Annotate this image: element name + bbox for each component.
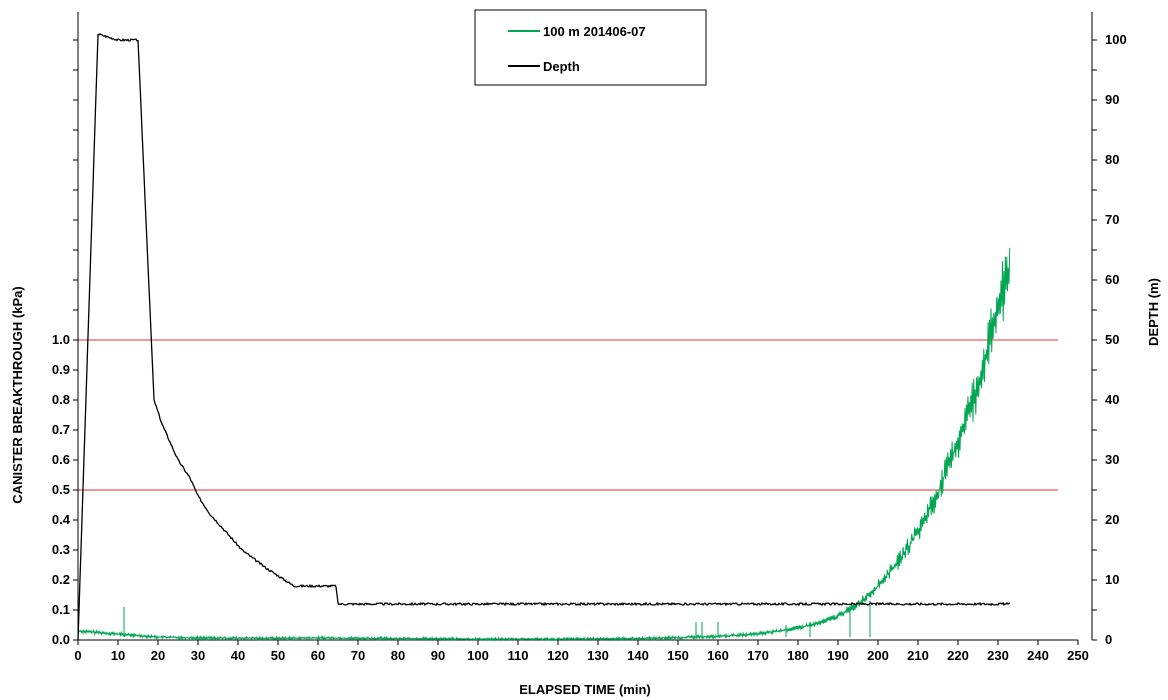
right-y-tick-label: 50: [1105, 332, 1119, 347]
left-y-tick-label: 0.2: [52, 572, 70, 587]
legend-label-depth: Depth: [543, 59, 580, 74]
legend-box: [474, 9, 707, 86]
right-y-tick-label: 10: [1105, 572, 1119, 587]
x-tick-label: 250: [1067, 648, 1089, 663]
right-y-tick-label: 20: [1105, 512, 1119, 527]
x-tick-label: 110: [508, 648, 529, 663]
right-y-tick-label: 90: [1105, 92, 1119, 107]
right-y-tick-label: 30: [1105, 452, 1119, 467]
x-tick-label: 90: [431, 648, 445, 663]
right-y-tick-label: 70: [1105, 212, 1119, 227]
x-tick-label: 120: [547, 648, 569, 663]
left-y-axis-title: CANISTER BREAKTHROUGH (kPa): [10, 286, 25, 503]
x-tick-label: 30: [191, 648, 205, 663]
series-depth-line: [77, 33, 1011, 641]
legend-label-breakthrough: 100 m 201406-07: [543, 24, 646, 39]
right-y-tick-label: 0: [1105, 632, 1112, 647]
right-y-tick-label: 80: [1105, 152, 1119, 167]
left-y-tick-label: 0.3: [52, 542, 70, 557]
series-layer: [77, 33, 1011, 642]
left-y-axis-ticks: 0.0 0.1 0.2 0.3 0.4 0.5 0.6 0.7 0.8 0.9 1.0: [52, 39, 78, 647]
x-tick-label: 20: [151, 648, 165, 663]
left-y-tick-label: 1.0: [52, 332, 70, 347]
left-y-tick-label: 0.5: [52, 482, 70, 497]
x-tick-label: 200: [867, 648, 889, 663]
x-tick-label: 180: [787, 648, 809, 663]
axes: [77, 12, 1093, 641]
x-tick-label: 170: [747, 648, 769, 663]
x-tick-label: 230: [987, 648, 1009, 663]
reference-lines: [78, 339, 1058, 491]
left-y-tick-label: 0.8: [52, 392, 70, 407]
x-tick-label: 40: [231, 648, 245, 663]
x-tick-label: 140: [627, 648, 649, 663]
right-y-tick-label: 60: [1105, 272, 1119, 287]
series-breakthrough-line: [77, 248, 1011, 642]
x-tick-label: 190: [827, 648, 849, 663]
left-y-tick-label: 0.1: [52, 602, 70, 617]
x-tick-label: 80: [391, 648, 405, 663]
left-y-tick-label: 0.0: [52, 632, 70, 647]
x-tick-label: 210: [907, 648, 929, 663]
x-tick-label: 70: [351, 648, 365, 663]
left-y-tick-label: 0.9: [52, 362, 70, 377]
left-y-tick-label: 0.4: [52, 512, 71, 527]
x-tick-label: 220: [947, 648, 969, 663]
right-y-axis-title: DEPTH (m): [1146, 278, 1161, 346]
x-tick-label: 150: [667, 648, 689, 663]
x-tick-label: 100: [467, 648, 489, 663]
x-tick-label: 160: [707, 648, 729, 663]
x-tick-label: 0: [74, 648, 81, 663]
legend: 100 m 201406-07 Depth: [474, 9, 707, 86]
left-y-tick-label: 0.6: [52, 452, 70, 467]
right-y-axis-ticks: 0 10 20 30 40 50 60 70 80 90 100: [1092, 32, 1127, 647]
right-y-tick-label: 40: [1105, 392, 1119, 407]
x-tick-label: 240: [1027, 648, 1049, 663]
x-tick-label: 10: [111, 648, 125, 663]
x-axis-title: ELAPSED TIME (min): [519, 682, 650, 697]
left-y-tick-label: 0.7: [52, 422, 70, 437]
x-tick-label: 50: [271, 648, 285, 663]
x-tick-label: 130: [587, 648, 609, 663]
x-axis-ticks: 0 10 20 30 40 50 60 70 80 90 100 110 120 130 140 150 160…: [74, 640, 1089, 663]
x-tick-label: 60: [311, 648, 325, 663]
right-y-tick-label: 100: [1105, 32, 1127, 47]
